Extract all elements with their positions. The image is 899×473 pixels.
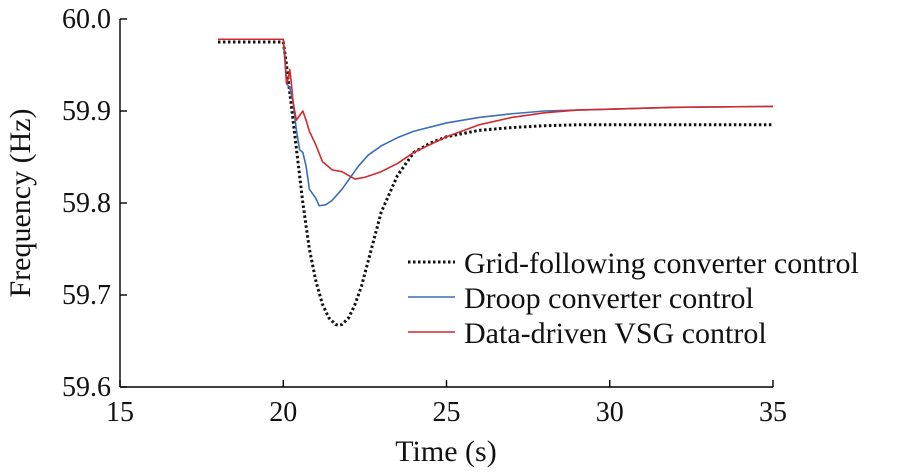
- legend-label-droop: Droop converter control: [464, 282, 754, 315]
- x-tick-label: 15: [106, 397, 134, 428]
- y-tick-label: 59.8: [62, 188, 111, 219]
- x-tick-label: 35: [759, 397, 787, 428]
- x-ticks: 15 20 25 30 35: [106, 380, 787, 428]
- y-tick-label: 60.0: [62, 4, 111, 35]
- legend-label-data-driven-vsg: Data-driven VSG control: [464, 317, 767, 350]
- x-tick-label: 25: [433, 397, 461, 428]
- series-line-grid-following: [217, 40, 773, 327]
- y-ticks: 59.6 59.7 59.8 59.9 60.0: [62, 4, 127, 403]
- series-line-data-driven-vsg: [217, 38, 774, 180]
- y-tick-label: 59.9: [62, 96, 111, 127]
- series-layer: [217, 38, 774, 327]
- y-tick-label: 59.6: [62, 372, 111, 403]
- y-tick-label: 59.7: [62, 280, 111, 311]
- legend-label-grid-following: Grid-following converter control: [464, 247, 859, 280]
- x-tick-label: 20: [269, 397, 297, 428]
- x-axis-title: Time (s): [395, 435, 496, 468]
- x-tick-label: 30: [596, 397, 624, 428]
- legend: Grid-following converter control Droop c…: [408, 247, 859, 350]
- y-axis-title: Frequency (Hz): [4, 108, 37, 297]
